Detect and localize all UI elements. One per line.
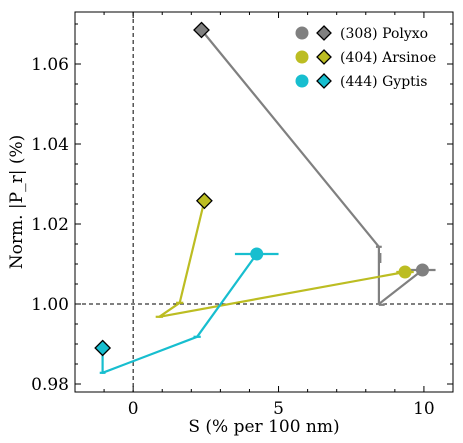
legend-diamond-gyptis (316, 73, 332, 89)
plot-frame (74, 11, 454, 393)
circle-point-gyptis (250, 247, 264, 261)
circle-point-polyxo (415, 263, 429, 277)
diamond-point-arsinoe (195, 192, 213, 210)
circle-point-arsinoe (398, 265, 412, 279)
series-line-polyxo (200, 29, 424, 306)
legend-circle-polyxo (295, 26, 309, 40)
series-line-gyptis (101, 253, 258, 374)
x-tick-label: 5 (273, 399, 284, 419)
legend-entry-polyxo: (308) Polyxo (340, 26, 428, 42)
legend-entry-gyptis: (444) Gyptis (340, 74, 427, 90)
y-axis-label: Norm. |P_r| (%) (7, 135, 27, 270)
series-line-arsinoe (158, 200, 406, 318)
series-markers (94, 21, 436, 357)
y-tick-label: 0.98 (31, 375, 69, 395)
diamond-point-polyxo (193, 21, 210, 39)
legend-entry-arsinoe: (404) Arsinoe (340, 50, 436, 66)
series-lines (75, 12, 453, 392)
x-tick-label: 0 (128, 399, 139, 419)
legend-circle-arsinoe (295, 50, 309, 64)
y-tick-label: 1.06 (31, 55, 69, 75)
x-axis-label: S (% per 100 nm) (188, 417, 339, 437)
axis-ticks: 0 5 10 0.98 1.00 1.02 1.04 1.06 (31, 12, 454, 419)
y-tick-label: 1.00 (31, 295, 69, 315)
diamond-point-gyptis (94, 339, 112, 357)
y-tick-label: 1.04 (31, 135, 69, 155)
y-tick-label: 1.02 (31, 215, 69, 235)
legend-diamond-arsinoe (316, 49, 332, 65)
legend-circle-gyptis (295, 74, 309, 88)
x-tick-label: 10 (413, 399, 435, 419)
legend: (308) Polyxo (404) Arsinoe (444) Gyptis (295, 25, 436, 90)
legend-diamond-polyxo (316, 25, 332, 41)
